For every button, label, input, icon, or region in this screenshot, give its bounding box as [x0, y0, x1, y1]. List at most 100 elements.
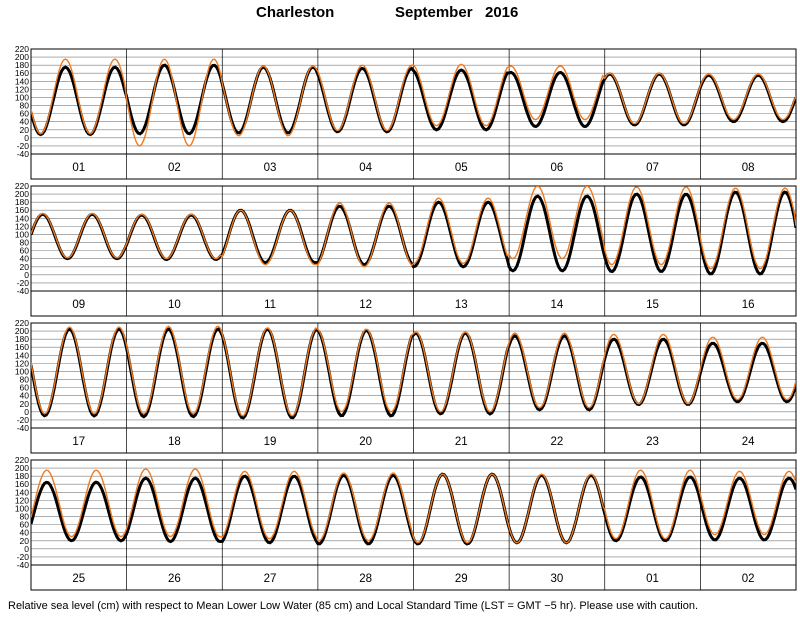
y-tick-label: 200: [15, 463, 29, 473]
title-year: 2016: [485, 4, 519, 21]
y-tick-label: -40: [17, 149, 30, 159]
day-label: 21: [455, 436, 468, 448]
day-label: 18: [168, 436, 181, 448]
y-tick-label: 200: [15, 52, 29, 62]
y-tick-label: 20: [20, 536, 30, 546]
y-tick-label: 120: [15, 84, 29, 94]
day-label: 03: [264, 162, 277, 174]
day-label: 01: [72, 162, 85, 174]
y-tick-label: 220: [15, 455, 29, 465]
day-label: 23: [646, 436, 659, 448]
day-label: 04: [359, 162, 372, 174]
day-label: 29: [455, 573, 468, 585]
day-label: 19: [264, 436, 277, 448]
y-tick-label: 200: [15, 326, 29, 336]
day-label: 05: [455, 162, 468, 174]
y-tick-label: -40: [17, 423, 30, 433]
day-label: 02: [742, 573, 755, 585]
y-tick-label: 160: [15, 342, 29, 352]
y-tick-label: 120: [15, 221, 29, 231]
day-label: 06: [551, 162, 564, 174]
y-tick-label: 20: [20, 262, 30, 272]
y-tick-label: 100: [15, 92, 29, 102]
observed-tide-line: [31, 468, 796, 544]
y-tick-label: -40: [17, 560, 30, 570]
y-tick-label: 80: [20, 375, 30, 385]
day-label: 13: [455, 299, 468, 311]
y-tick-label: 80: [20, 101, 30, 111]
y-tick-label: 40: [20, 391, 30, 401]
y-tick-label: 100: [15, 229, 29, 239]
title-month: September: [395, 4, 473, 21]
y-tick-label: 40: [20, 254, 30, 264]
y-tick-label: 160: [15, 205, 29, 215]
y-tick-label: 0: [24, 133, 29, 143]
chart-title: Charleston September 2016: [0, 4, 800, 26]
y-tick-label: 0: [24, 544, 29, 554]
y-tick-label: 0: [24, 270, 29, 280]
y-tick-label: 220: [15, 44, 29, 54]
day-label: 20: [359, 436, 372, 448]
y-tick-label: 140: [15, 213, 29, 223]
y-tick-label: 60: [20, 520, 30, 530]
y-tick-label: 40: [20, 528, 30, 538]
y-tick-label: 220: [15, 318, 29, 328]
y-tick-label: 80: [20, 238, 30, 248]
y-tick-label: 100: [15, 366, 29, 376]
day-label: 30: [551, 573, 564, 585]
day-label: 11: [264, 299, 276, 311]
day-label: 09: [72, 299, 85, 311]
y-tick-label: 160: [15, 68, 29, 78]
day-label: 07: [646, 162, 659, 174]
day-label: 15: [646, 299, 659, 311]
y-tick-label: -20: [17, 415, 30, 425]
station-name: Charleston: [256, 4, 335, 21]
y-tick-label: -20: [17, 552, 30, 562]
y-tick-label: 160: [15, 479, 29, 489]
y-tick-label: 120: [15, 358, 29, 368]
y-tick-label: 200: [15, 189, 29, 199]
day-label: 22: [551, 436, 564, 448]
day-label: 14: [551, 299, 564, 311]
y-tick-label: 40: [20, 117, 30, 127]
day-label-strip: [30, 290, 797, 317]
y-tick-label: 180: [15, 197, 29, 207]
observed-tide-line: [31, 325, 796, 417]
y-tick-label: 140: [15, 350, 29, 360]
day-label: 25: [72, 573, 85, 585]
y-tick-label: 180: [15, 334, 29, 344]
y-tick-label: 140: [15, 76, 29, 86]
day-label: 27: [264, 573, 277, 585]
y-tick-label: 60: [20, 109, 30, 119]
day-label: 02: [168, 162, 181, 174]
y-tick-label: 20: [20, 125, 30, 135]
y-tick-label: 220: [15, 181, 29, 191]
y-tick-label: 140: [15, 487, 29, 497]
day-label-strip: [30, 153, 797, 180]
y-tick-label: 120: [15, 495, 29, 505]
day-label: 01: [646, 573, 659, 585]
observed-tide-line: [31, 58, 796, 147]
day-label: 10: [168, 299, 181, 311]
day-label: 16: [742, 299, 755, 311]
day-label: 17: [72, 436, 85, 448]
y-tick-label: -20: [17, 278, 30, 288]
y-tick-label: 20: [20, 399, 30, 409]
day-label: 28: [359, 573, 372, 585]
day-label: 08: [742, 162, 755, 174]
day-label: 26: [168, 573, 181, 585]
y-tick-label: 0: [24, 407, 29, 417]
y-tick-label: 180: [15, 60, 29, 70]
y-tick-label: -20: [17, 141, 30, 151]
y-tick-label: 60: [20, 246, 30, 256]
day-label-strip: [30, 427, 797, 454]
y-tick-label: -40: [17, 286, 30, 296]
day-label-strip: [30, 564, 797, 591]
y-tick-label: 100: [15, 503, 29, 513]
day-label: 12: [359, 299, 372, 311]
